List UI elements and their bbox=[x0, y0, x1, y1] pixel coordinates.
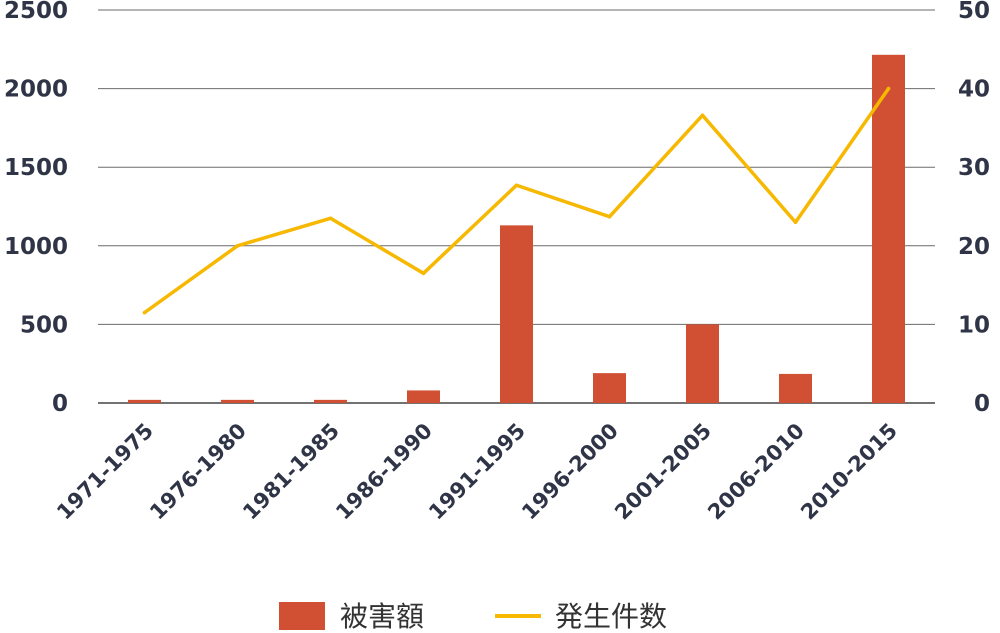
right-tick-label: 0 bbox=[974, 391, 990, 417]
right-tick-label: 10 bbox=[958, 312, 990, 338]
left-tick-label: 500 bbox=[20, 312, 68, 338]
line-point-2001-2005 bbox=[700, 113, 705, 118]
left-axis-ticks: 0 500 1000 1500 2000 2500 bbox=[4, 0, 68, 417]
bar-2006-2010 bbox=[779, 373, 812, 403]
left-tick-label: 2500 bbox=[4, 0, 68, 24]
legend: 被害額 発生件数 bbox=[279, 600, 667, 633]
legend-swatch-bar bbox=[279, 602, 325, 630]
line-point-1971-1975 bbox=[142, 310, 147, 315]
category-label: 2010-2015 bbox=[796, 419, 902, 525]
left-tick-label: 1000 bbox=[4, 234, 68, 260]
bar-1991-1995 bbox=[500, 225, 533, 403]
line-point-2006-2010 bbox=[793, 220, 798, 225]
category-label: 1971-1975 bbox=[52, 419, 158, 525]
right-tick-label: 30 bbox=[958, 155, 990, 181]
line-point-1976-1980 bbox=[235, 244, 240, 248]
bar-1981-1985 bbox=[314, 399, 347, 403]
category-label: 1976-1980 bbox=[145, 419, 251, 525]
category-label: 1996-2000 bbox=[517, 419, 623, 525]
left-tick-label: 0 bbox=[52, 391, 68, 417]
right-axis-ticks: 0 10 20 30 40 50 bbox=[958, 0, 990, 417]
right-tick-label: 40 bbox=[958, 77, 990, 103]
left-tick-label: 2000 bbox=[4, 77, 68, 103]
category-label: 2006-2010 bbox=[703, 419, 809, 525]
line-point-2010-2015 bbox=[886, 86, 891, 91]
bar-2010-2015 bbox=[872, 54, 905, 403]
bar-1971-1975 bbox=[128, 399, 161, 403]
line-point-1996-2000 bbox=[607, 214, 612, 219]
bar-1986-1990 bbox=[407, 390, 440, 403]
legend-label-bar: 被害額 bbox=[340, 600, 424, 633]
legend-label-line: 発生件数 bbox=[555, 600, 667, 633]
line-point-1986-1990 bbox=[421, 271, 426, 276]
category-labels: 1971-19751976-19801981-19851986-19901991… bbox=[52, 419, 902, 525]
left-tick-label: 1500 bbox=[4, 155, 68, 181]
category-label: 2001-2005 bbox=[610, 419, 716, 525]
category-label: 1991-1995 bbox=[424, 419, 530, 525]
bar-1976-1980 bbox=[221, 399, 254, 403]
right-tick-label: 20 bbox=[958, 234, 990, 260]
bar-1996-2000 bbox=[593, 373, 626, 403]
line-series bbox=[142, 86, 891, 315]
bar-series bbox=[128, 54, 905, 403]
line-point-1991-1995 bbox=[514, 183, 519, 188]
category-label: 1981-1985 bbox=[238, 419, 344, 525]
right-tick-label: 50 bbox=[958, 0, 990, 24]
category-label: 1986-1990 bbox=[331, 419, 437, 525]
line-point-1981-1985 bbox=[328, 216, 333, 221]
bar-2001-2005 bbox=[686, 324, 719, 403]
